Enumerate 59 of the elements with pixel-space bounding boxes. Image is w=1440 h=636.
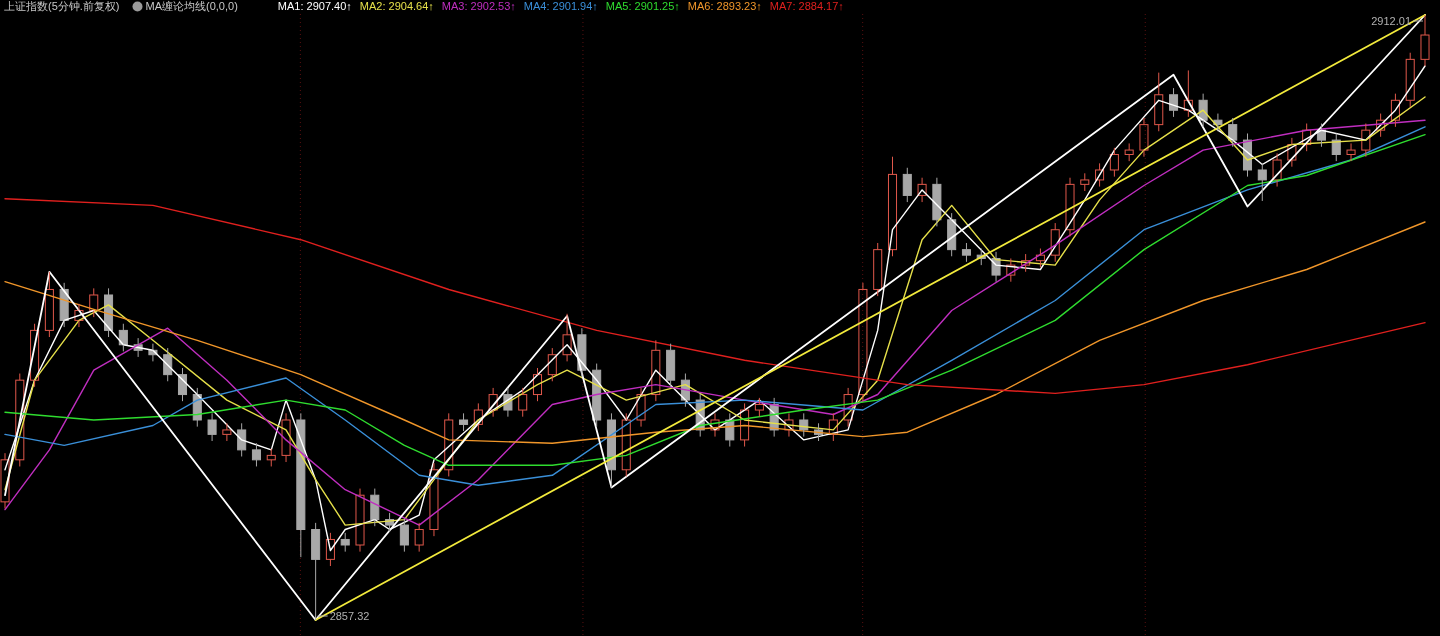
candlestick: [754, 397, 764, 418]
candlestick: [1287, 137, 1297, 168]
text: MA1: 2907.40↑: [277, 0, 352, 12]
candlestick: [1228, 117, 1238, 148]
text: MA6: 2893.23↑: [687, 0, 762, 12]
candlestick: [784, 412, 794, 438]
candlestick: [961, 242, 971, 263]
candlestick: [44, 271, 54, 338]
text: MA2: 2904.64↑: [359, 0, 434, 12]
candlestick: [414, 522, 424, 553]
candlestick: [311, 522, 321, 621]
candlestick: [89, 287, 99, 318]
candlestick: [74, 303, 84, 328]
candlestick: [932, 177, 942, 227]
candlestick: [917, 177, 927, 203]
candlestick: [1331, 132, 1341, 162]
text: MA4: 2901.94↑: [523, 0, 598, 12]
candlestick: [636, 387, 646, 428]
candlestick: [459, 412, 469, 432]
candlestick: [1183, 69, 1193, 118]
candlestick: [207, 412, 217, 442]
annotation: 2857.32: [329, 610, 370, 622]
candlestick: [1346, 142, 1356, 162]
candlestick: [1257, 162, 1267, 202]
candlestick: [296, 412, 306, 558]
candlestick: [843, 387, 853, 428]
candlestick: [281, 412, 291, 463]
candlestick: [740, 402, 750, 448]
candlestick: [1420, 14, 1430, 67]
text: MA3: 2902.53↑: [441, 0, 516, 12]
candlestick: [1272, 152, 1282, 188]
candlestick: [1139, 117, 1149, 158]
candlestick: [0, 452, 10, 509]
candlestick: [1169, 87, 1179, 118]
candlestick: [222, 422, 232, 442]
chart-title: 上证指数(5分钟.前复权): [4, 0, 120, 12]
candlestick: [488, 387, 498, 418]
annotation: 2912.01: [1371, 15, 1411, 27]
text: MA5: 2901.25↑: [605, 0, 680, 12]
candlestick: [1065, 177, 1075, 237]
candlestick: [1124, 142, 1134, 162]
candlestick: [562, 313, 572, 362]
candlestick: [429, 462, 439, 537]
candlestick: [873, 242, 883, 297]
candlestick: [1080, 172, 1090, 192]
candlestick: [1006, 257, 1016, 283]
candlestick: [473, 402, 483, 432]
candlestick: [518, 387, 528, 418]
candlestick: [710, 412, 720, 438]
text: MA7: 2884.17↑: [769, 0, 844, 12]
candlestick: [828, 412, 838, 442]
note: 2912.01: [1371, 15, 1424, 27]
candlestick: [1050, 222, 1060, 263]
candlestick: [1021, 253, 1031, 273]
chart-subtitle: MA缠论均线(0,0,0): [145, 0, 238, 12]
candlestick: [355, 488, 365, 553]
candlestick: [399, 517, 409, 553]
note: 2857.32: [317, 610, 370, 622]
candlestick: [1095, 162, 1105, 188]
